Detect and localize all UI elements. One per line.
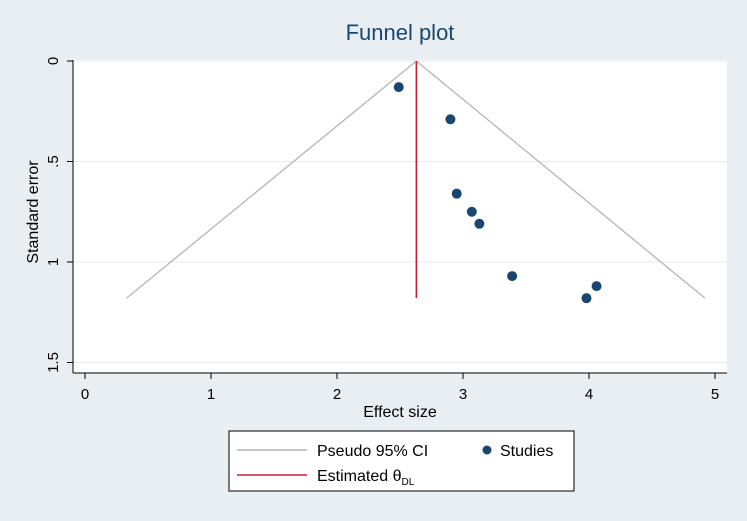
pseudo-ci-left-line xyxy=(126,60,417,299)
legend-studies-swatch xyxy=(482,445,492,455)
chart-marks xyxy=(126,60,706,304)
y-tick-label: 1 xyxy=(45,258,62,266)
study-point xyxy=(451,188,462,199)
y-axis-ticks: 0 .5 1 1.5 xyxy=(45,57,73,373)
study-point xyxy=(581,293,592,304)
study-point xyxy=(393,82,404,93)
plot-area xyxy=(73,60,727,373)
grid-layer xyxy=(74,60,727,363)
y-tick-label: .5 xyxy=(45,155,62,168)
y-axis-label: Standard error xyxy=(25,160,42,264)
x-tick-label: 4 xyxy=(585,386,593,403)
study-point xyxy=(466,206,477,217)
x-tick-label: 2 xyxy=(333,386,341,403)
x-tick-label: 3 xyxy=(459,386,467,403)
x-axis-label: Effect size xyxy=(363,404,437,421)
y-tick-label: 1.5 xyxy=(45,352,62,373)
legend-estimate-subscript: DL xyxy=(401,477,414,488)
x-axis-ticks: 0 1 2 3 4 5 xyxy=(81,373,719,403)
legend-estimate-label: Estimated θDL xyxy=(317,468,415,488)
pseudo-ci-right-line xyxy=(415,60,706,299)
x-tick-label: 1 xyxy=(207,386,215,403)
x-tick-label: 0 xyxy=(81,386,89,403)
y-tick-label: 0 xyxy=(45,57,62,65)
legend-box xyxy=(228,430,575,492)
chart-title: Funnel plot xyxy=(346,20,455,45)
legend-ci-label: Pseudo 95% CI xyxy=(317,443,428,460)
study-point xyxy=(591,281,602,292)
legend-estimate-text: Estimated θ xyxy=(317,468,402,485)
legend-studies-label: Studies xyxy=(500,443,553,460)
legend: Pseudo 95% CI Studies Estimated θDL xyxy=(228,430,575,492)
study-point xyxy=(445,114,456,125)
study-point xyxy=(474,218,485,229)
study-point xyxy=(507,271,518,282)
x-tick-label: 5 xyxy=(711,386,719,403)
